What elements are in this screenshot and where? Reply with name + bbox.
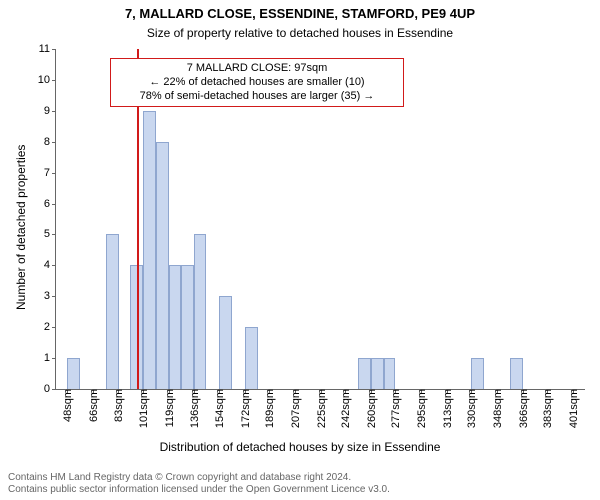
x-tick: 260sqm [364,389,378,428]
y-tick: 1 [44,352,56,364]
y-axis-label: Number of detached properties [14,145,28,310]
x-tick: 101sqm [136,389,150,428]
x-tick: 383sqm [540,389,554,428]
x-tick: 313sqm [440,389,454,428]
x-tick: 277sqm [388,389,402,428]
histogram-bar [384,358,395,389]
y-tick: 7 [44,167,56,179]
x-tick: 225sqm [314,389,328,428]
x-tick: 119sqm [162,389,176,427]
y-tick: 3 [44,290,56,302]
x-tick: 366sqm [516,389,530,428]
x-tick: 172sqm [238,389,252,428]
x-tick: 189sqm [262,389,276,428]
footer-text: Contains HM Land Registry data © Crown c… [8,472,390,496]
x-tick: 66sqm [86,389,100,422]
annotation-box: 7 MALLARD CLOSE: 97sqm← 22% of detached … [110,58,404,107]
histogram-bar [371,358,384,389]
histogram-bar [471,358,484,389]
annotation-line: ← 22% of detached houses are smaller (10… [117,76,397,90]
histogram-bar [169,265,180,389]
histogram-bar [219,296,232,389]
chart-title: 7, MALLARD CLOSE, ESSENDINE, STAMFORD, P… [0,6,600,21]
y-tick: 5 [44,228,56,240]
y-tick: 11 [39,43,56,55]
histogram-bar [510,358,523,389]
x-tick: 295sqm [414,389,428,428]
x-axis-label: Distribution of detached houses by size … [0,440,600,454]
annotation-line: 78% of semi-detached houses are larger (… [117,90,397,104]
annotation-line: 7 MALLARD CLOSE: 97sqm [117,62,397,76]
y-tick: 4 [44,259,56,271]
histogram-bar [245,327,258,389]
y-tick: 2 [44,321,56,333]
x-tick: 48sqm [60,389,74,422]
y-tick: 9 [44,105,56,117]
histogram-bar [106,234,119,389]
chart-container: 7, MALLARD CLOSE, ESSENDINE, STAMFORD, P… [0,0,600,500]
x-tick: 83sqm [111,389,125,422]
y-tick: 10 [38,74,56,86]
footer-line-1: Contains HM Land Registry data © Crown c… [8,472,390,484]
chart-subtitle: Size of property relative to detached ho… [0,26,600,40]
x-tick: 348sqm [490,389,504,428]
y-tick: 6 [44,198,56,210]
x-tick: 401sqm [566,389,580,428]
histogram-bar [143,111,156,389]
histogram-bar [67,358,80,389]
x-tick: 242sqm [338,389,352,428]
y-tick: 8 [44,136,56,148]
x-tick: 154sqm [212,389,226,428]
x-tick: 207sqm [288,389,302,428]
histogram-bar [194,234,207,389]
x-tick: 136sqm [187,389,201,428]
y-tick: 0 [44,383,56,395]
histogram-bar [358,358,371,389]
histogram-bar [181,265,194,389]
x-tick: 330sqm [464,389,478,428]
histogram-bar [156,142,169,389]
footer-line-2: Contains public sector information licen… [8,484,390,496]
